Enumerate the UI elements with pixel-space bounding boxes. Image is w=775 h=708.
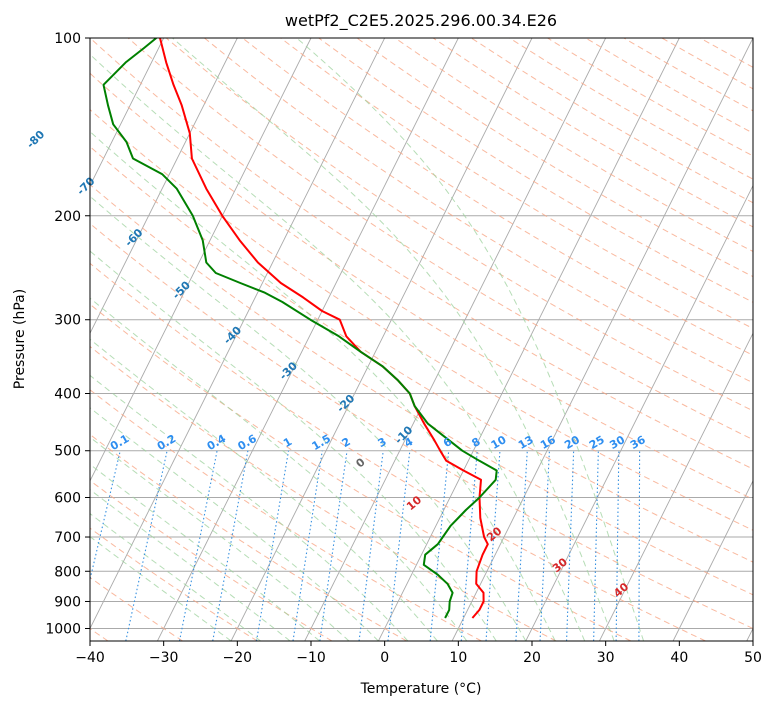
x-tick-label: −10: [296, 650, 326, 666]
dry-adiabat-line: [90, 389, 482, 641]
y-tick-label: 400: [54, 387, 81, 403]
isotherm-line: [672, 479, 753, 641]
moist-adiabat-line: [172, 38, 615, 641]
y-tick-label: 600: [54, 490, 81, 506]
dry-adiabat-line: [90, 576, 183, 641]
axes: −40 −30 −20 −10 0 10 20 30 40 50 100 200 300 400 500 60…: [45, 31, 762, 666]
moist-adiabat-line: [90, 338, 438, 641]
dewpoint-line: [102, 38, 498, 619]
isotherm-line: [157, 38, 459, 641]
moist-adiabat-line: [90, 53, 586, 641]
x-tick-label: 10: [449, 650, 467, 666]
mixing-ratio-line: [178, 450, 218, 641]
dry-adiabat-line: [90, 108, 753, 531]
moist-adiabat-line: [90, 463, 320, 641]
dry-adiabat-line: [90, 303, 632, 641]
x-tick-label: −40: [75, 650, 105, 666]
dry-adiabat-line: [90, 183, 753, 596]
x-tick-label: −20: [223, 650, 253, 666]
moist-adiabat-line: [90, 297, 468, 641]
dry-adiabat-line: [90, 38, 753, 470]
moist-adiabat-line: [90, 374, 409, 641]
moist-adiabat-line: [90, 131, 556, 641]
isotherm-line: [90, 38, 386, 630]
dry-adiabat-line: [90, 262, 706, 641]
isotherm-line: [90, 38, 165, 187]
y-axis-label: Pressure (hPa): [12, 289, 28, 389]
x-tick-label: 40: [670, 650, 688, 666]
isotherm-line: [599, 332, 753, 641]
x-tick-label: 20: [523, 650, 541, 666]
x-tick-label: 50: [744, 650, 762, 666]
y-tick-label: 300: [54, 313, 81, 329]
dry-adiabat-line: [165, 38, 753, 412]
dry-adiabat-line: [90, 146, 753, 563]
mixing-ratio-line: [319, 450, 348, 641]
plot-background: [90, 38, 753, 641]
profile-series: [102, 38, 498, 619]
y-tick-label: 500: [54, 444, 81, 460]
x-axis-label: Temperature (°C): [360, 681, 482, 697]
moist-adiabat-line: [90, 195, 527, 641]
y-tick-label: 700: [54, 530, 81, 546]
x-tick-label: −30: [149, 650, 179, 666]
moist-adiabat-line: [90, 407, 379, 641]
dry-adiabat-line: [204, 38, 753, 384]
moist-adiabat-line: [90, 250, 497, 641]
plot-frame: [89, 37, 754, 642]
moist-adiabat-line: [296, 38, 645, 641]
y-tick-label: 200: [54, 209, 81, 225]
dry-adiabat-line: [90, 479, 333, 641]
x-tick-label: 30: [597, 650, 615, 666]
background-lines: [90, 38, 753, 641]
moist-adiabat-line: [90, 512, 261, 641]
isotherm-line: [230, 38, 533, 641]
y-tick-label: 900: [54, 594, 81, 610]
isotherm-line: [90, 38, 238, 335]
moist-adiabat-line: [90, 436, 350, 641]
y-tick-label: 100: [54, 31, 81, 47]
chart-title: wetPf2_C2E5.2025.296.00.34.E26: [285, 11, 557, 31]
dry-adiabat-line: [90, 222, 753, 630]
mixing-ratio-line: [212, 450, 249, 641]
dry-adiabat-line: [242, 38, 753, 356]
y-tick-label: 1000: [45, 621, 81, 637]
mixing-ratio-line: [255, 450, 290, 641]
isotherm-line: [90, 38, 312, 482]
dry-adiabat-line: [90, 72, 753, 500]
dry-adiabat-line: [90, 345, 557, 641]
x-tick-label: 0: [380, 650, 389, 666]
isotherm-line: [378, 38, 680, 641]
mixing-ratio-line: [125, 450, 168, 641]
y-tick-label: 800: [54, 564, 81, 580]
mixing-ratio-line: [292, 450, 323, 641]
isotherm-line: [525, 184, 753, 641]
dry-adiabat-line: [318, 38, 753, 303]
